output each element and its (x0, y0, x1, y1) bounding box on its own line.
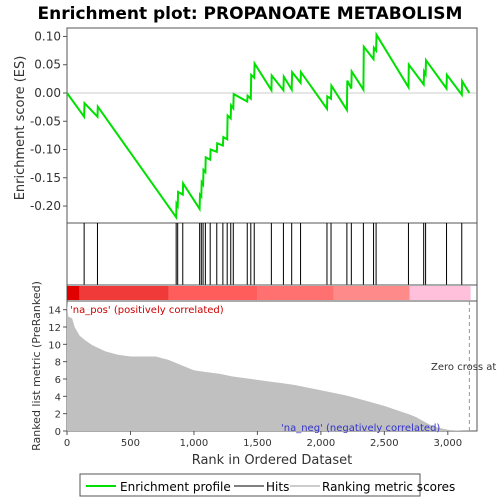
pos-annotation: 'na_pos' (positively correlated) (70, 305, 224, 316)
es-panel-frame (66, 27, 478, 224)
legend-label-hits: Hits (266, 480, 289, 494)
hits-panel-frame (66, 222, 478, 286)
es-y-tick-label: -0.10 (30, 143, 61, 157)
metric-y-tick-label: 14 (48, 306, 61, 317)
metric-y-tick-label: 2 (55, 410, 61, 421)
color-bar-segment (409, 286, 471, 300)
ranking-color-bar (67, 286, 471, 300)
metric-x-ticks: 0 500 1,000 1,500 2,000 2,500 3,000 (64, 431, 462, 449)
metric-y-tick-label: 12 (48, 323, 61, 334)
legend-item-enrichment: Enrichment profile (86, 480, 231, 494)
x-axis-label: Rank in Ordered Dataset (192, 453, 353, 468)
x-tick-label: 3,000 (433, 438, 462, 449)
neg-annotation: 'na_neg' (negatively correlated) (281, 423, 440, 434)
color-bar-segment (79, 286, 169, 300)
legend-label-enrichment: Enrichment profile (120, 480, 231, 494)
enrichment-profile-line (66, 31, 471, 221)
x-tick-label: 0 (64, 438, 70, 449)
es-y-tick-label: -0.05 (30, 114, 61, 128)
es-y-tick-label: -0.20 (30, 199, 61, 213)
chart-title: Enrichment plot: PROPANOATE METABOLISM (38, 4, 463, 24)
color-bar-segment (333, 286, 410, 300)
x-tick-label: 2,500 (370, 438, 399, 449)
es-y-axis-label: Enrichment score (ES) (13, 56, 28, 201)
metric-y-tick-label: 6 (55, 375, 61, 386)
es-y-tick-label: 0.00 (34, 86, 61, 100)
es-y-tick-label: 0.05 (34, 58, 61, 72)
legend-item-hits: Hits (234, 480, 289, 494)
legend-item-ranking: Ranking metric scores (290, 480, 455, 494)
zero-cross-annotation: Zero cross at 3 (431, 362, 500, 373)
x-tick-label: 1,000 (180, 438, 209, 449)
hit-markers (83, 223, 463, 285)
legend-label-ranking: Ranking metric scores (322, 480, 455, 494)
color-bar-segment (257, 286, 334, 300)
x-tick-label: 2,000 (307, 438, 336, 449)
metric-y-axis-label: Ranked list metric (PreRanked) (30, 281, 43, 451)
x-tick-label: 500 (121, 438, 140, 449)
color-bar-segment (67, 286, 80, 300)
metric-y-ticks: 0 2 4 6 8 10 12 14 (48, 306, 67, 438)
es-y-tick-label: -0.15 (30, 171, 61, 185)
ranking-metric-area (67, 302, 470, 431)
metric-y-tick-label: 8 (55, 358, 61, 369)
es-y-tick-label: 0.10 (34, 29, 61, 43)
legend-box (79, 473, 421, 497)
metric-y-tick-label: 0 (55, 427, 61, 438)
metric-y-tick-label: 4 (55, 392, 61, 403)
es-y-ticks: -0.20 -0.15 -0.10 -0.05 0.00 0.05 0.10 (30, 29, 67, 213)
x-tick-label: 1,500 (243, 438, 272, 449)
color-bar-segment (168, 286, 258, 300)
metric-y-tick-label: 10 (48, 340, 61, 351)
